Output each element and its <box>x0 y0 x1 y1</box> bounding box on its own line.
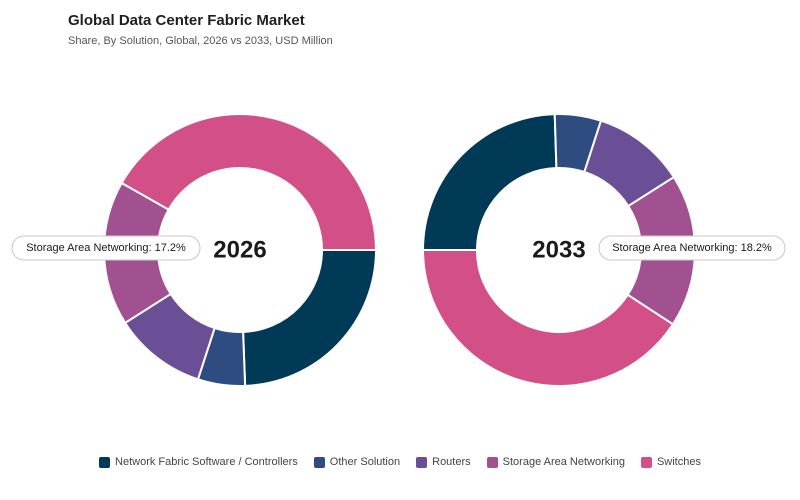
callout-2026: Storage Area Networking: 17.2% <box>11 235 201 261</box>
callout-2033: Storage Area Networking: 18.2% <box>598 235 786 261</box>
center-label-2033: 2033 <box>532 237 585 264</box>
center-label-2026: 2026 <box>213 237 266 264</box>
slice-2026-network-fabric-software-controllers[interactable] <box>242 249 378 387</box>
legend-label: Routers <box>432 456 471 468</box>
callout-text-2026: Storage Area Networking: 17.2% <box>26 242 186 254</box>
legend-swatch <box>99 456 111 468</box>
chart-legend: Network Fabric Software / Controllers Oth… <box>0 456 800 468</box>
legend-swatch <box>486 456 498 468</box>
legend-swatch <box>640 456 652 468</box>
legend-item-routers[interactable]: Routers <box>416 456 471 468</box>
chart-title: Global Data Center Fabric Market <box>68 12 305 29</box>
legend-label: Switches <box>656 456 701 468</box>
donut-charts: 2026 Storage Area Networking: 17.2% 2033 St… <box>11 113 786 387</box>
slice-2033-switches[interactable] <box>421 249 675 387</box>
legend-item-storage-area-networking[interactable]: Storage Area Networking <box>486 456 625 468</box>
legend-swatch <box>313 456 325 468</box>
legend-label: Other Solution <box>329 456 401 468</box>
legend-swatch <box>416 456 428 468</box>
legend-item-network-fabric-software-controllers[interactable]: Network Fabric Software / Controllers <box>99 456 298 468</box>
legend-label: Storage Area Networking <box>502 456 625 468</box>
slice-2026-switches[interactable] <box>120 113 378 251</box>
legend-label: Network Fabric Software / Controllers <box>115 456 298 468</box>
slice-2033-network-fabric-software-controllers[interactable] <box>421 113 558 251</box>
legend-item-switches[interactable]: Switches <box>640 456 701 468</box>
legend-item-other-solution[interactable]: Other Solution <box>313 456 401 468</box>
chart-subtitle: Share, By Solution, Global, 2026 vs 2033… <box>68 35 333 47</box>
callout-text-2033: Storage Area Networking: 18.2% <box>612 242 772 254</box>
